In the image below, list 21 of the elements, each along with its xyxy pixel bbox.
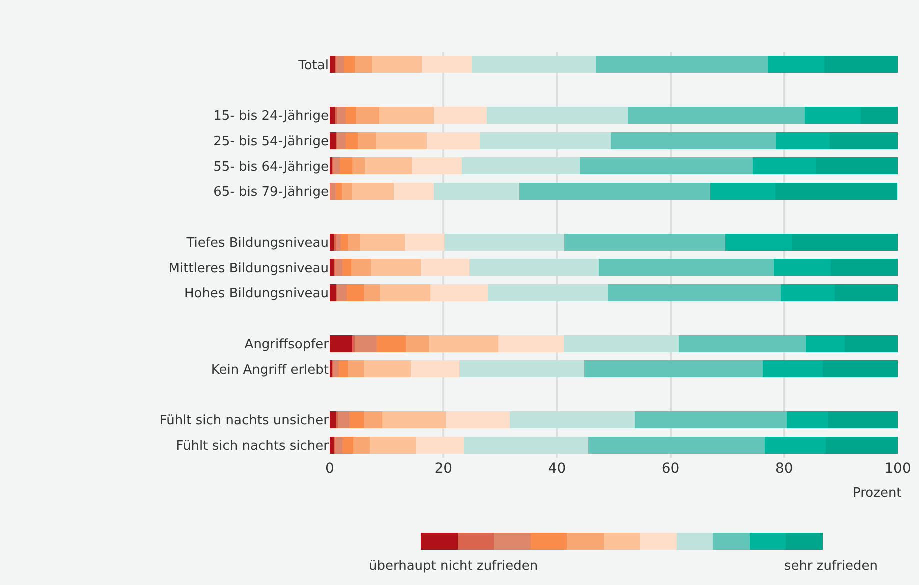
x-tick-label: 80: [775, 461, 794, 477]
x-tick-label: 0: [326, 461, 334, 477]
y-tick-label: Mittleres Bildungsniveau: [168, 261, 329, 276]
text: sehr zufrieden: [784, 559, 878, 574]
x-axis-title: Prozent: [853, 486, 902, 501]
y-tick-label: 55- bis 64-Jährige: [214, 160, 329, 175]
y-tick-label: Hohes Bildungsniveau: [184, 286, 329, 302]
y-tick-label: 15- bis 24-Jährige: [214, 108, 329, 124]
x-tick-label: 60: [662, 461, 680, 477]
y-tick-label: Fühlt sich nachts sicher: [176, 438, 330, 454]
text: überhaupt nicht zufrieden: [369, 559, 538, 574]
y-tick-label: 25- bis 54-Jährige: [214, 134, 329, 150]
y-tick-label: Kein Angriff erlebt: [211, 362, 329, 378]
y-tick-label: Angriffsopfer: [244, 337, 330, 352]
x-tick-label: 40: [548, 461, 566, 477]
y-tick-label: Fühlt sich nachts unsicher: [160, 413, 330, 428]
y-tick-label: Total: [298, 58, 329, 74]
x-tick-label: 100: [884, 461, 912, 477]
x-tick-label: 20: [434, 461, 453, 477]
y-tick-label: Tiefes Bildungsniveau: [186, 236, 329, 251]
y-tick-label: 65- bis 79-Jährige: [214, 185, 329, 200]
